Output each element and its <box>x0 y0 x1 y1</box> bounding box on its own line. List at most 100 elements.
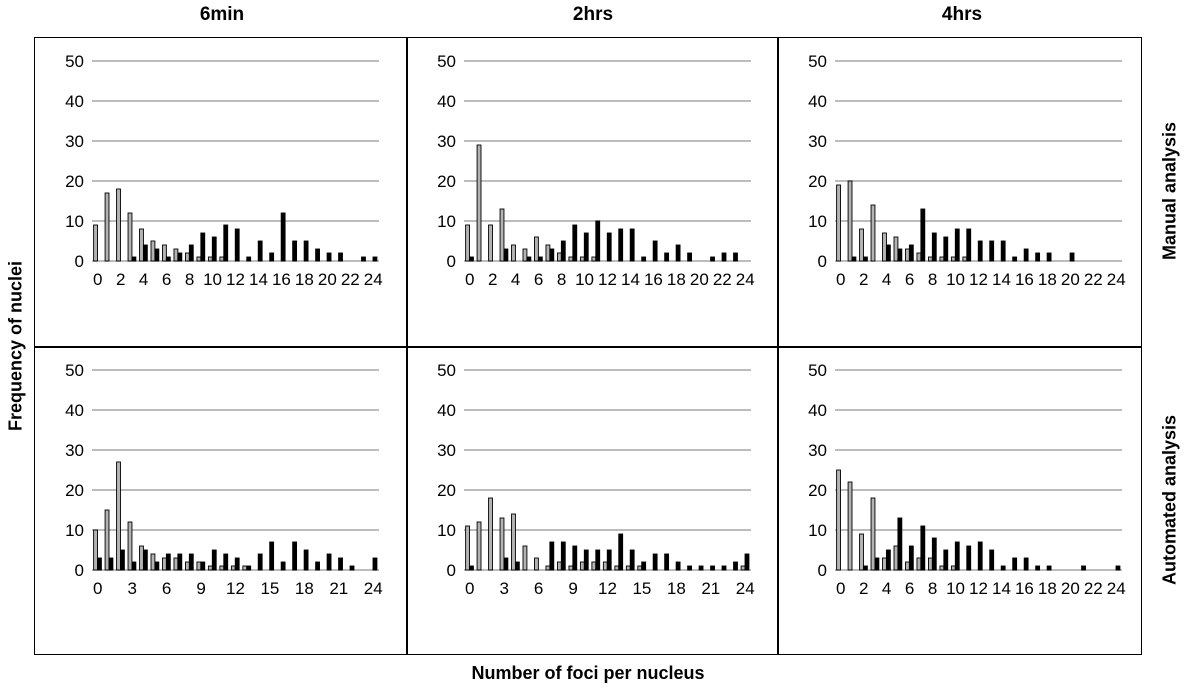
automated-4hrs-xtick-label-16: 16 <box>1015 579 1034 598</box>
automated-4hrs-bar-black-12 <box>977 541 983 571</box>
manual-6min-bar-black-12 <box>234 228 240 262</box>
manual-4hrs-xtick-label-0: 0 <box>836 270 845 289</box>
manual-2hrs-ytick-label-10: 10 <box>437 212 456 231</box>
automated-2hrs-xtick-label-3: 3 <box>499 579 508 598</box>
manual-4hrs-bar-black-4 <box>885 244 891 262</box>
manual-6min-xtick-label-0: 0 <box>93 270 102 289</box>
automated-6min-bar-grey-0 <box>93 529 98 571</box>
manual-6min-bar-black-5 <box>154 248 160 262</box>
manual-2hrs-bar-black-22 <box>721 252 727 262</box>
automated-2hrs-bar-grey-10 <box>579 561 585 571</box>
automated-4hrs-bar-grey-0 <box>836 469 841 571</box>
manual-4hrs-ytick-label-50: 50 <box>808 52 827 71</box>
manual-4hrs-xtick-label-4: 4 <box>882 270 891 289</box>
automated-6min-bar-black-3 <box>131 561 137 571</box>
automated-6min-bar-grey-2 <box>116 461 121 571</box>
manual-6min-xtick-label-18: 18 <box>295 270 314 289</box>
automated-2hrs-ytick-label-10: 10 <box>437 521 456 540</box>
manual-6min-ytick-label-40: 40 <box>65 92 84 111</box>
manual-4hrs-xtick-label-14: 14 <box>992 270 1011 289</box>
manual-2hrs-bar-grey-10 <box>579 256 585 262</box>
automated-2hrs-bar-grey-14 <box>625 565 631 571</box>
automated-4hrs-bar-black-21 <box>1081 565 1086 571</box>
manual-4hrs-bar-grey-10 <box>950 256 956 262</box>
manual-2hrs-bar-grey-0 <box>465 224 470 262</box>
manual-6min-bar-grey-11 <box>219 256 225 262</box>
automated-6min-xtick-label-15: 15 <box>260 579 279 598</box>
automated-2hrs-xtick-label-21: 21 <box>701 579 720 598</box>
automated-6min-xtick-label-3: 3 <box>127 579 136 598</box>
manual-2hrs-xtick-label-18: 18 <box>667 270 686 289</box>
automated-4hrs-bar-black-4 <box>885 549 891 571</box>
manual-2hrs-xtick-label-14: 14 <box>621 270 640 289</box>
automated-6min-bar-grey-10 <box>207 565 213 571</box>
automated-4hrs-bar-grey-7 <box>916 557 922 571</box>
manual-2hrs-bar-grey-5 <box>522 248 528 262</box>
manual-2hrs-bar-grey-3 <box>499 208 505 262</box>
panel-divider-horizontal <box>34 346 1142 348</box>
manual-2hrs-xtick-label-22: 22 <box>713 270 732 289</box>
manual-2hrs-xtick-label-24: 24 <box>736 270 755 289</box>
automated-2hrs-bar-black-14 <box>629 549 635 571</box>
automated-4hrs-bar-black-5 <box>897 517 903 571</box>
automated-2hrs-bar-grey-1 <box>476 521 482 571</box>
automated-2hrs-bar-grey-6 <box>534 557 539 571</box>
manual-2hrs-bar-grey-11 <box>591 256 597 262</box>
automated-4hrs-xtick-label-14: 14 <box>992 579 1011 598</box>
manual-4hrs-bar-black-14 <box>1000 240 1006 262</box>
manual-6min-ytick-label-30: 30 <box>65 132 84 151</box>
manual-2hrs-xtick-label-10: 10 <box>575 270 594 289</box>
manual-4hrs-ytick-label-30: 30 <box>808 132 827 151</box>
manual-6min-xtick-label-14: 14 <box>249 270 268 289</box>
manual-2hrs-xtick-label-2: 2 <box>488 270 497 289</box>
automated-2hrs-ytick-label-0: 0 <box>447 561 456 580</box>
manual-6min-bar-grey-1 <box>104 192 110 262</box>
automated-6min-xtick-label-6: 6 <box>162 579 171 598</box>
automated-6min-ytick-label-50: 50 <box>65 361 84 380</box>
automated-6min-bar-black-19 <box>315 561 320 571</box>
manual-2hrs-ytick-label-0: 0 <box>447 252 456 271</box>
manual-2hrs-bar-black-3 <box>503 248 509 262</box>
manual-6min-ytick-label-0: 0 <box>75 252 84 271</box>
automated-2hrs-bar-grey-24 <box>740 565 746 571</box>
row-title-automated: Automated analysis <box>1159 414 1180 586</box>
manual-6min-bar-black-23 <box>361 256 366 262</box>
manual-2hrs-bar-black-15 <box>641 256 647 262</box>
automated-6min-bar-black-8 <box>188 553 194 571</box>
automated-6min-bar-grey-9 <box>196 561 202 571</box>
automated-4hrs-bar-black-11 <box>966 545 972 571</box>
manual-4hrs-ytick-label-10: 10 <box>808 212 827 231</box>
manual-4hrs-bar-black-1 <box>851 256 857 262</box>
manual-2hrs-xtick-label-8: 8 <box>557 270 566 289</box>
manual-4hrs-bar-black-9 <box>943 236 949 262</box>
manual-4hrs-bar-black-17 <box>1035 252 1041 262</box>
manual-6min-bar-grey-6 <box>162 244 167 262</box>
manual-6min-xtick-label-12: 12 <box>226 270 245 289</box>
automated-4hrs-xtick-label-22: 22 <box>1084 579 1103 598</box>
column-title-6min: 6min <box>199 4 245 25</box>
automated-4hrs-ytick-label-20: 20 <box>808 481 827 500</box>
manual-6min-bar-grey-0 <box>93 224 98 262</box>
manual-4hrs-bar-grey-3 <box>870 204 876 262</box>
manual-2hrs-bar-grey-4 <box>511 244 516 262</box>
automated-2hrs-bar-grey-5 <box>522 545 528 571</box>
automated-2hrs-bar-black-23 <box>733 561 738 571</box>
automated-6min-bar-black-22 <box>349 565 355 571</box>
manual-4hrs-xtick-label-10: 10 <box>946 270 965 289</box>
manual-6min-bar-grey-5 <box>150 240 156 262</box>
manual-2hrs-bar-black-17 <box>664 252 670 262</box>
automated-2hrs-bar-grey-12 <box>602 561 608 571</box>
manual-4hrs-ytick-label-0: 0 <box>818 252 827 271</box>
manual-2hrs-bar-black-10 <box>583 232 589 262</box>
automated-2hrs-bar-grey-2 <box>488 497 493 571</box>
automated-4hrs-xtick-label-6: 6 <box>905 579 914 598</box>
automated-6min-ytick-label-20: 20 <box>65 481 84 500</box>
manual-2hrs-bar-black-0 <box>469 256 474 262</box>
manual-4hrs-bar-grey-4 <box>882 232 887 262</box>
automated-6min-bar-grey-7 <box>173 557 179 571</box>
manual-6min-bar-black-18 <box>303 240 309 262</box>
automated-6min-bar-black-9 <box>200 561 206 571</box>
automated-6min-bar-black-18 <box>303 549 309 571</box>
manual-4hrs-bar-grey-11 <box>962 256 968 262</box>
